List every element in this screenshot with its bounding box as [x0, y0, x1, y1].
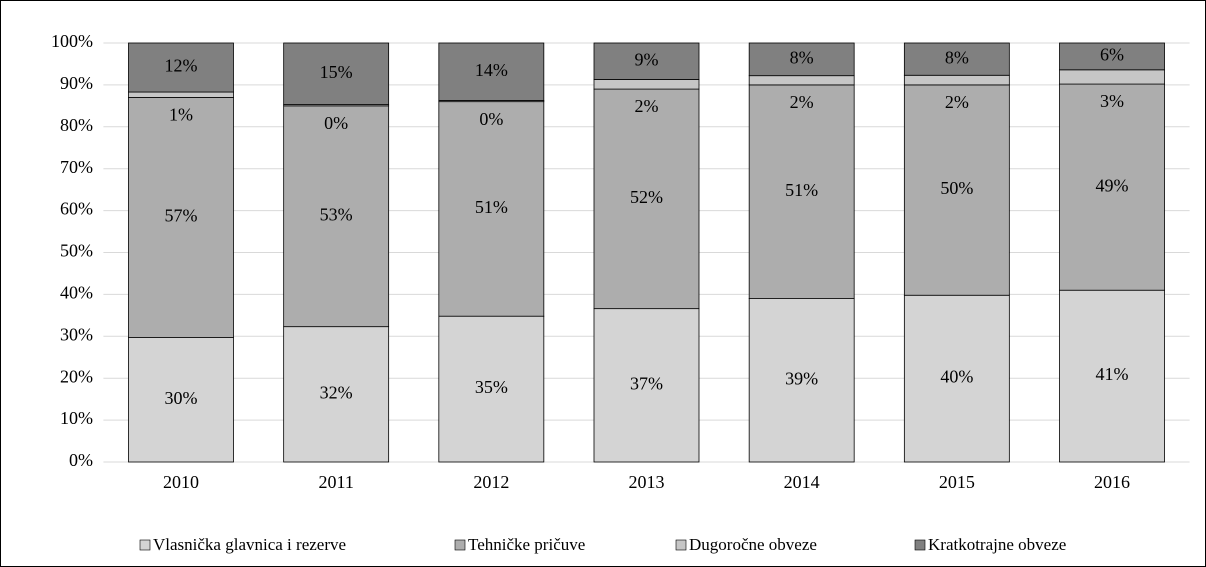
data-label: 12% — [164, 56, 197, 76]
data-label: 9% — [635, 49, 659, 69]
bar-segment — [128, 97, 234, 338]
bar-segment — [128, 91, 234, 98]
data-label: 52% — [630, 187, 663, 207]
data-label: 2% — [945, 92, 969, 112]
data-label: 37% — [630, 373, 663, 393]
bar-segment — [283, 42, 390, 105]
data-label: 49% — [1096, 175, 1129, 195]
x-tick-label: 2014 — [784, 472, 820, 492]
legend-label: Dugoročne obveze — [689, 535, 817, 554]
bar-segment — [283, 326, 390, 463]
bar-segment — [128, 337, 234, 463]
bar-segment — [1059, 289, 1165, 463]
legend-label: Kratkotrajne obveze — [928, 535, 1066, 554]
y-tick-label: 10% — [60, 408, 93, 428]
x-tick-label: 2010 — [163, 472, 199, 492]
x-tick-label: 2015 — [939, 472, 975, 492]
bar-segment — [748, 75, 855, 86]
y-tick-label: 0% — [69, 450, 93, 470]
x-tick-label: 2012 — [473, 472, 509, 492]
data-label: 15% — [320, 62, 353, 82]
legend-swatch — [675, 539, 687, 551]
data-label: 51% — [785, 180, 818, 200]
bar-segment — [748, 42, 855, 77]
bar-segment — [593, 308, 700, 463]
data-label: 0% — [479, 109, 503, 129]
x-tick-label: 2011 — [318, 472, 353, 492]
y-tick-label: 90% — [60, 73, 93, 93]
data-label: 30% — [164, 388, 197, 408]
legend-swatch — [454, 539, 466, 551]
bar-segment — [438, 42, 545, 101]
legend-swatch — [139, 539, 151, 551]
bar-segment — [128, 42, 234, 93]
data-label: 1% — [169, 105, 193, 125]
bar-segment — [593, 42, 700, 80]
bar-segment — [283, 105, 390, 328]
y-tick-label: 80% — [60, 115, 93, 135]
bar-segment — [903, 294, 1010, 463]
data-label: 2% — [635, 96, 659, 116]
bar-segment — [593, 79, 700, 90]
bar-segment — [903, 84, 1010, 296]
bar-segment — [903, 42, 1010, 76]
bar-segment — [438, 101, 545, 317]
bar-segment — [748, 84, 855, 299]
data-label: 6% — [1100, 45, 1124, 65]
bar-segment — [593, 88, 700, 310]
legend-label: Vlasnička glavnica i rezerve — [153, 535, 346, 554]
data-label: 41% — [1096, 364, 1129, 384]
y-tick-label: 70% — [60, 157, 93, 177]
legend-swatch — [914, 539, 926, 551]
y-tick-label: 20% — [60, 366, 93, 386]
legend-label: Tehničke pričuve — [468, 535, 585, 554]
y-tick-label: 100% — [51, 31, 93, 51]
data-label: 32% — [320, 382, 353, 402]
bar-segment — [1059, 42, 1165, 71]
x-tick-label: 2016 — [1094, 472, 1130, 492]
y-tick-label: 50% — [60, 241, 93, 261]
data-label: 0% — [324, 113, 348, 133]
data-label: 51% — [475, 197, 508, 217]
data-label: 50% — [940, 178, 973, 198]
data-label: 3% — [1100, 91, 1124, 111]
x-tick-label: 2013 — [629, 472, 665, 492]
bar-segment — [1059, 83, 1165, 291]
data-label: 57% — [164, 206, 197, 226]
y-tick-label: 60% — [60, 199, 93, 219]
data-label: 8% — [790, 47, 814, 67]
data-label: 39% — [785, 368, 818, 388]
data-label: 40% — [940, 367, 973, 387]
data-label: 35% — [475, 377, 508, 397]
data-label: 2% — [790, 92, 814, 112]
y-tick-label: 30% — [60, 324, 93, 344]
data-label: 53% — [320, 204, 353, 224]
data-label: 8% — [945, 47, 969, 67]
bar-segment — [903, 74, 1010, 86]
y-tick-label: 40% — [60, 283, 93, 303]
data-label: 14% — [475, 60, 508, 80]
bar-segment — [1059, 69, 1165, 85]
